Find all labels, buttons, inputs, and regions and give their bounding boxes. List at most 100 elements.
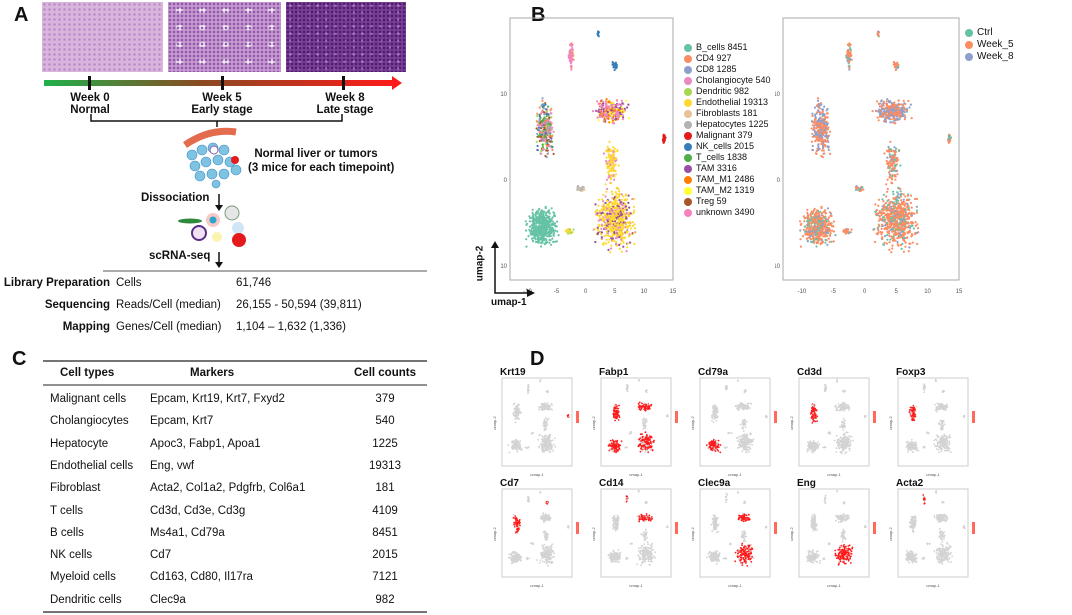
feature-point xyxy=(527,384,530,386)
umap-point xyxy=(611,155,614,158)
y-tick-label: 0 xyxy=(504,178,508,184)
feature-point xyxy=(538,434,541,437)
feature-point xyxy=(646,443,649,446)
umap-point xyxy=(821,144,825,147)
umap-point xyxy=(600,227,603,230)
feature-point xyxy=(516,404,518,407)
umap-point xyxy=(890,169,894,173)
umap-point xyxy=(606,111,609,114)
umap-point xyxy=(826,228,829,231)
umap-point xyxy=(532,236,535,239)
umap-point xyxy=(889,118,892,121)
umap-point xyxy=(542,231,545,234)
umap-point xyxy=(569,232,572,235)
umap-point xyxy=(817,222,820,225)
umap-point xyxy=(626,246,629,249)
umap-point xyxy=(894,203,897,206)
feature-point xyxy=(525,447,528,449)
umap-point xyxy=(607,248,610,251)
umap-point xyxy=(846,49,849,53)
umap-point xyxy=(903,118,906,121)
table-cell: Ms4a1, Cd79a xyxy=(150,526,225,539)
umap-point xyxy=(895,198,898,201)
umap-point xyxy=(613,178,616,181)
umap-point xyxy=(596,116,599,119)
umap-point xyxy=(886,199,889,202)
umap-point xyxy=(547,220,550,223)
umap-point xyxy=(549,219,552,222)
umap-point xyxy=(539,216,542,219)
umap-point xyxy=(615,199,618,202)
feature-point xyxy=(513,440,516,443)
umap-point xyxy=(539,135,542,138)
umap-point xyxy=(799,229,802,232)
feature-point xyxy=(642,438,644,441)
umap-point xyxy=(608,100,611,103)
umap-point xyxy=(900,230,903,233)
feature-point xyxy=(649,449,652,451)
umap-point xyxy=(901,218,905,221)
umap-point xyxy=(550,145,553,148)
feature-point xyxy=(640,437,643,439)
timeline-label-week5: Week 5 Early stage xyxy=(187,92,257,116)
umap-point xyxy=(579,189,582,192)
table-cell: 379 xyxy=(375,393,395,405)
umap-point xyxy=(829,130,832,133)
feature-point xyxy=(538,406,540,408)
umap-point xyxy=(887,207,890,210)
legend-entry: NK_cells 2015 xyxy=(684,141,771,152)
umap-point xyxy=(540,209,543,212)
umap-point xyxy=(849,47,852,50)
umap-point xyxy=(617,224,621,227)
umap-point xyxy=(824,130,827,133)
umap-point xyxy=(547,123,550,126)
umap-point xyxy=(805,237,808,240)
umap-point xyxy=(615,206,618,209)
umap-point xyxy=(806,219,809,222)
feature-point xyxy=(544,441,547,444)
legend-swatch xyxy=(684,87,692,96)
umap-point xyxy=(824,235,827,238)
umap-point xyxy=(541,126,544,129)
feature-point xyxy=(544,421,547,423)
umap-point xyxy=(879,218,882,221)
umap-point xyxy=(886,224,889,227)
table-header: Markers xyxy=(190,367,235,379)
umap-point xyxy=(551,237,554,240)
table-cell: Endothelial cells xyxy=(50,459,134,472)
umap-point xyxy=(531,208,534,211)
umap-point xyxy=(845,230,848,233)
umap-point xyxy=(607,161,610,164)
umap-point xyxy=(817,147,820,150)
umap-point xyxy=(622,241,625,244)
umap-point xyxy=(816,122,819,126)
umap-point xyxy=(825,140,828,143)
umap-point xyxy=(893,146,896,149)
umap-point xyxy=(804,232,807,235)
umap-point xyxy=(877,229,880,232)
umap-point xyxy=(597,102,600,105)
feature-point xyxy=(527,388,529,390)
umap-point xyxy=(819,122,822,125)
feature-point xyxy=(618,445,621,447)
umap-point xyxy=(848,42,851,45)
umap-point xyxy=(814,135,818,138)
umap-point xyxy=(542,139,545,142)
umap-point xyxy=(895,223,898,226)
feature-point xyxy=(544,408,547,411)
umap-point xyxy=(616,103,619,106)
umap-point xyxy=(628,220,631,224)
umap-point xyxy=(798,220,802,223)
feature-point xyxy=(508,451,511,454)
umap-point xyxy=(812,225,816,228)
legend-swatch xyxy=(684,65,692,74)
umap-point xyxy=(889,149,892,152)
stats-stage-label: Library Preparation xyxy=(3,277,110,289)
umap-point xyxy=(906,194,910,197)
umap-point xyxy=(816,133,819,136)
umap-point xyxy=(888,161,891,164)
umap-point xyxy=(827,216,831,219)
umap-point xyxy=(613,228,616,231)
umap-point xyxy=(806,239,809,242)
plot-frame xyxy=(782,17,960,281)
